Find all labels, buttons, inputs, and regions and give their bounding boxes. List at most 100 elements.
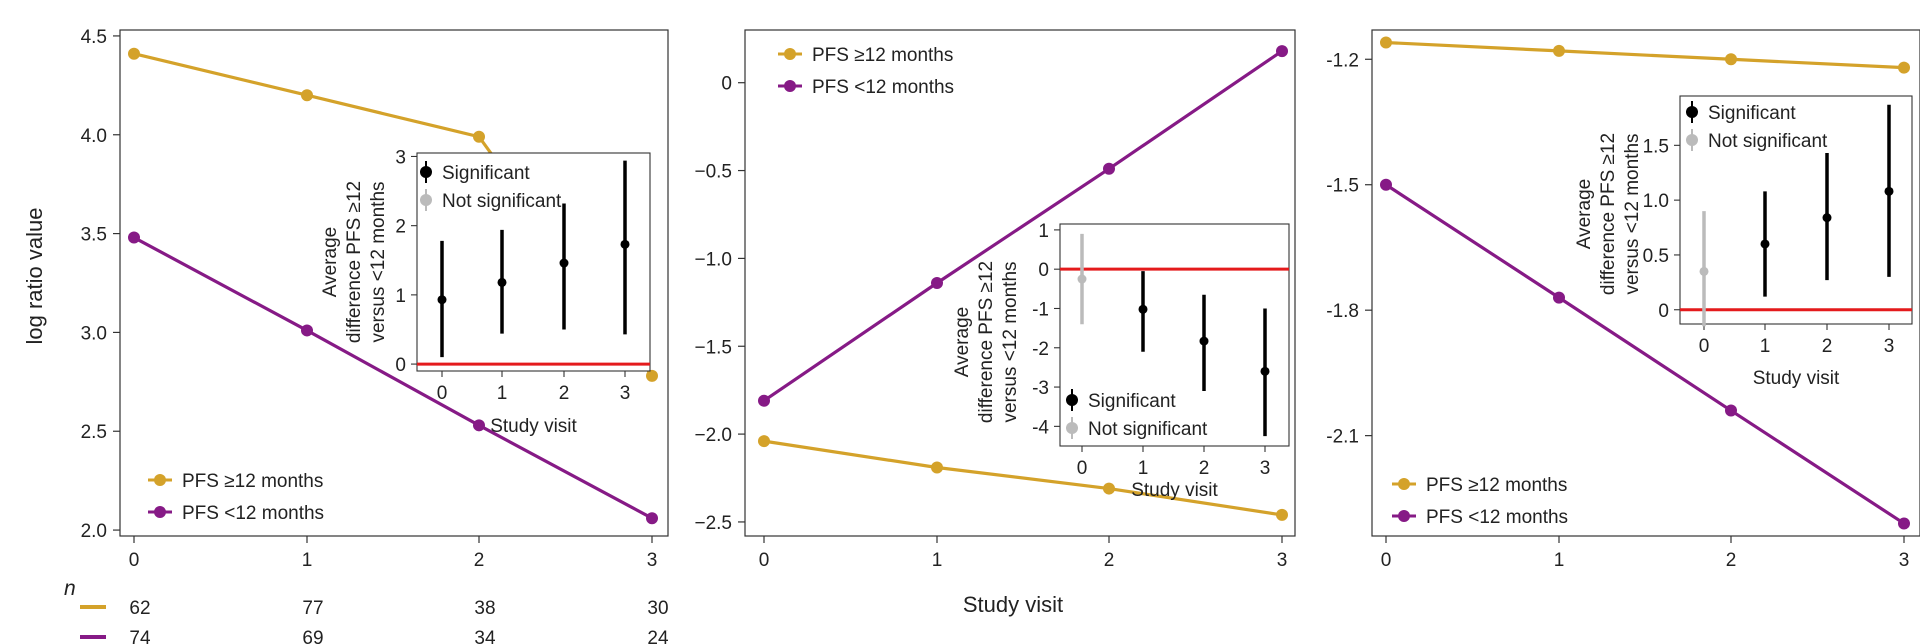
y-tick-label: -2.1 (1326, 427, 1359, 448)
inset-x-tick-label: 0 (1077, 458, 1088, 479)
n-label: n (64, 577, 76, 600)
series-line (1385, 40, 1905, 70)
legend-swatch-dot (154, 474, 166, 486)
inset-y-tick-label: 0 (1658, 301, 1669, 322)
legend-label: PFS <12 months (812, 77, 954, 98)
inset-x-axis-label: Study visit (1131, 480, 1218, 501)
data-point (1103, 162, 1115, 175)
mean-point (1760, 239, 1770, 249)
inset-x-tick-label: 1 (1138, 458, 1149, 479)
y-tick-label: 3.5 (81, 225, 107, 246)
y-tick-label: 4.5 (81, 27, 107, 48)
inset-y-axis-label-line: difference PFS ≥12 (1598, 133, 1619, 295)
inset-y-tick-label: 1 (1038, 221, 1049, 242)
data-point (128, 231, 140, 244)
inset-x-tick-label: 3 (620, 383, 631, 404)
inset-y-axis-label-line: difference PFS ≥12 (344, 181, 365, 343)
mean-point (1822, 213, 1832, 223)
inset-x-tick-label: 2 (1822, 336, 1833, 357)
y-tick-label: 2.5 (81, 422, 107, 443)
x-tick-label: 3 (1899, 550, 1910, 571)
inset-legend-swatch-dot (1686, 106, 1698, 118)
inset-y-tick-label: -4 (1032, 417, 1049, 438)
inset-y-tick-label: 1.0 (1643, 191, 1669, 212)
y-tick-label: 2.0 (81, 521, 107, 542)
inset-y-tick-label: -3 (1032, 378, 1049, 399)
inset-y-tick-label: 1.5 (1643, 136, 1669, 157)
legend-label: PFS ≥12 months (1426, 475, 1567, 496)
inset-y-axis-label-line: versus <12 months (1000, 261, 1021, 422)
n-count: 24 (647, 628, 669, 644)
data-point (1725, 404, 1737, 417)
inset-x-tick-label: 2 (1199, 458, 1210, 479)
legend-label: PFS <12 months (1426, 507, 1568, 528)
y-tick-label: 0 (721, 74, 732, 95)
inset-frame (416, 152, 651, 372)
inset-legend-swatch-dot (1686, 134, 1698, 146)
inset-x-tick-label: 3 (1260, 458, 1271, 479)
inset-middle: 1 0 -1 -2 -3 -4 0 1 2 3 Study visit Average differen… (952, 221, 1290, 501)
inset-y-tick-label: 0 (1038, 260, 1049, 281)
n-table: n 62 77 38 30 74 69 34 24 (64, 577, 669, 644)
mean-point (1884, 186, 1894, 196)
inset-legend-swatch-dot (420, 166, 432, 178)
mean-point (437, 295, 447, 305)
legend-label: PFS <12 months (182, 503, 324, 524)
legend-swatch-dot (784, 48, 796, 60)
inset-legend-label: Not significant (1708, 131, 1828, 152)
n-count: 77 (302, 598, 323, 619)
mean-point (497, 277, 507, 287)
plot-frame (119, 29, 669, 537)
x-tick-label: 3 (1277, 550, 1288, 571)
data-point (301, 89, 313, 102)
data-point (1898, 61, 1910, 74)
data-point (1380, 36, 1392, 49)
inset-legend-label: Significant (1088, 391, 1176, 412)
data-point (1103, 482, 1115, 495)
inset-x-tick-label: 1 (1760, 336, 1771, 357)
inset-y-axis-label-line: Average (952, 307, 973, 377)
data-point (1380, 178, 1392, 191)
series-line (763, 49, 1283, 403)
panel-right: -1.2 -1.5 -1.8 -2.1 0 1 2 3 PFS ≥12 months PFS <1… (1326, 29, 1920, 571)
inset-y-axis-label: Average difference PFS ≥12 versus <12 mont… (952, 261, 1021, 423)
x-tick-label: 1 (302, 550, 313, 571)
mean-point (620, 239, 630, 249)
mean-point (1077, 274, 1087, 284)
n-count: 74 (129, 628, 151, 644)
y-tick-label: −1.5 (694, 337, 732, 358)
panels: 2.0 2.5 3.0 3.5 4.0 4.5 0 1 2 3 PFS ≥12 months PFS … (81, 27, 1920, 571)
inset-y-axis-label-line: Average (1574, 179, 1595, 249)
y-tick-label: −2.5 (694, 513, 732, 534)
data-point (1553, 44, 1565, 57)
inset-legend-label: Significant (1708, 103, 1796, 124)
inset-y-tick-label: 2 (395, 217, 406, 238)
x-tick-label: 1 (932, 550, 943, 571)
mean-point (1138, 304, 1148, 314)
y-tick-label: 4.0 (81, 126, 107, 147)
x-tick-label: 2 (1726, 550, 1737, 571)
legend-swatch-dot (784, 80, 796, 92)
n-count: 62 (129, 598, 150, 619)
x-tick-label: 0 (1381, 550, 1392, 571)
inset-frame (1679, 95, 1913, 325)
x-tick-label: 2 (474, 550, 485, 571)
n-count: 69 (302, 628, 323, 644)
data-point (128, 47, 140, 60)
data-point (1725, 53, 1737, 66)
inset-x-tick-label: 3 (1884, 336, 1895, 357)
y-tick-label: -1.2 (1326, 50, 1359, 71)
x-tick-label: 0 (129, 550, 140, 571)
data-point (646, 512, 658, 525)
inset-y-tick-label: 0 (395, 355, 406, 376)
panel-left: 2.0 2.5 3.0 3.5 4.0 4.5 0 1 2 3 PFS ≥12 months PFS … (81, 27, 669, 571)
series-line (133, 236, 653, 520)
mean-point (1699, 266, 1709, 276)
y-tick-label: 3.0 (81, 323, 107, 344)
inset-x-tick-label: 2 (559, 383, 570, 404)
data-point (473, 419, 485, 432)
n-count: 34 (474, 628, 496, 644)
inset-legend-label: Not significant (442, 191, 562, 212)
legend-swatch-dot (154, 506, 166, 518)
data-point (1898, 517, 1910, 530)
